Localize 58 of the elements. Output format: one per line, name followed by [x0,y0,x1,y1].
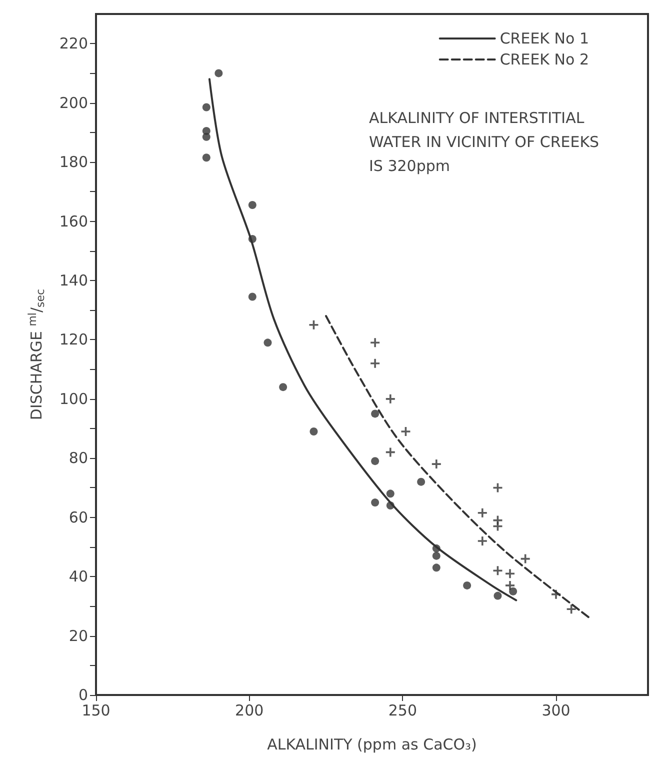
x-tick-label: 150 [82,702,110,720]
point [202,154,210,162]
y-tick-label: 80 [68,449,88,468]
point [552,590,560,599]
point [248,292,256,301]
point [478,508,487,518]
y-tick-label: 160 [59,212,88,230]
y-tick-label: 100 [59,390,88,408]
point [493,566,502,576]
legend-label: CREEK No 2 [500,50,590,68]
y-tick-label: 220 [59,34,88,53]
x-tick-label: 250 [388,702,417,720]
point [370,338,380,348]
point [309,320,318,330]
legend-label: CREEK No 1 [500,30,590,48]
point [371,457,380,466]
y-tick-label: 200 [59,94,88,112]
point [432,552,440,560]
point [264,338,272,347]
point [370,358,380,368]
point [386,490,394,498]
y-tick-label: 0 [78,686,88,704]
point [401,426,410,436]
point [371,498,380,507]
annotation: ALKALINITY OF INTERSTITIAL WATER IN VICINITY OF CREEKS IS 320ppm [369,109,604,175]
point [509,587,518,596]
y-axis-title: DISCHARGE ml/sec [26,288,47,420]
point [248,200,256,209]
point [248,235,256,244]
point [566,604,576,614]
x-tick-label: 200 [235,702,264,720]
point [279,383,288,392]
point [386,394,395,404]
point [478,536,487,546]
point [386,502,394,510]
point [506,580,514,590]
point [432,460,441,469]
point [417,478,426,486]
point [310,427,318,436]
y-tick-label: 180 [59,153,88,172]
point [506,569,514,578]
point [386,448,395,457]
line-series [325,315,591,620]
x-tick-label: 300 [542,702,570,720]
x-axis-title: ALKALINITY (ppm as CaCO₃) [267,736,477,754]
point [432,544,440,552]
y-tick-label: 20 [68,626,88,645]
y-tick-label: 120 [59,330,88,349]
y-tick-label: 40 [68,568,88,586]
point [202,103,210,112]
point [371,410,380,418]
point [463,581,472,590]
point [214,69,223,78]
y-tick-label: 140 [59,271,88,290]
point [202,132,210,141]
point [494,592,502,600]
y-tick-label: 60 [68,508,88,526]
point [432,564,440,572]
